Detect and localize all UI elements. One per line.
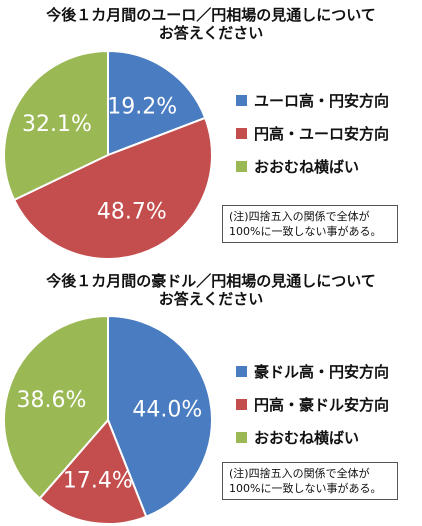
note-line-1: (注)四捨五入の関係で全体が [229, 210, 370, 223]
legend-label: ユーロ高・円安方向 [254, 91, 390, 110]
slice-value-label: 44.0% [132, 398, 202, 423]
aud-yen-rounding-note: (注)四捨五入の関係で全体が 100%に一致しない事がある。 [222, 462, 398, 500]
legend-label: 豪ドル高・円安方向 [254, 362, 390, 381]
euro-yen-chart-title: 今後１カ月間のユーロ／円相場の見通しについて お答えください [0, 6, 422, 42]
slice-value-label: 32.1% [22, 112, 92, 137]
euro-yen-title-line-1: 今後１カ月間のユーロ／円相場の見通しについて [46, 6, 376, 24]
legend-item-flat: おおむね横ばい [236, 426, 389, 448]
slice-euro-up [107, 49, 207, 157]
legend-swatch-blue [236, 365, 247, 377]
euro-yen-legend: ユーロ高・円安方向 円高・ユーロ安方向 おおむね横ばい [236, 89, 389, 188]
legend-swatch-red [236, 398, 247, 410]
legend-swatch-green [236, 431, 247, 443]
euro-yen-rounding-note: (注)四捨五入の関係で全体が 100%に一致しない事がある。 [222, 205, 398, 243]
note-line-1: (注)四捨五入の関係で全体が [229, 467, 370, 480]
aud-yen-title-line-2: お答えください [158, 290, 264, 308]
slice-flat [3, 49, 109, 202]
aud-yen-pie-chart: 44.0% 17.4% 38.6% [3, 314, 213, 525]
note-line-2: 100%に一致しない事がある。 [229, 225, 382, 238]
euro-yen-chart-panel: 今後１カ月間のユーロ／円相場の見通しについて お答えください 19.2% 48.7… [0, 0, 422, 262]
aud-yen-chart-panel: 今後１カ月間の豪ドル／円相場の見通しについて お答えください 44.0% 17.4… [0, 266, 422, 526]
legend-label: おおむね横ばい [254, 428, 360, 447]
slice-value-label: 48.7% [97, 199, 167, 224]
legend-item-yen-up: 円高・ユーロ安方向 [236, 122, 389, 144]
aud-yen-chart-title: 今後１カ月間の豪ドル／円相場の見通しについて お答えください [0, 272, 422, 308]
aud-yen-title-line-1: 今後１カ月間の豪ドル／円相場の見通しについて [46, 272, 376, 290]
slice-aud-up [107, 314, 213, 518]
slice-yen-up [38, 418, 148, 525]
euro-yen-title-line-2: お答えください [158, 24, 264, 42]
slice-value-label: 38.6% [17, 388, 87, 413]
legend-label: おおむね横ばい [254, 157, 360, 176]
slice-value-label: 19.2% [107, 94, 177, 119]
legend-item-yen-up: 円高・豪ドル安方向 [236, 393, 389, 415]
legend-item-aud-up: 豪ドル高・円安方向 [236, 360, 389, 382]
note-line-2: 100%に一致しない事がある。 [229, 482, 382, 495]
legend-item-euro-up: ユーロ高・円安方向 [236, 89, 389, 111]
aud-yen-legend: 豪ドル高・円安方向 円高・豪ドル安方向 おおむね横ばい [236, 360, 389, 459]
legend-swatch-blue [236, 94, 247, 106]
legend-swatch-green [236, 160, 247, 172]
legend-label: 円高・ユーロ安方向 [254, 124, 390, 143]
euro-yen-pie-chart: 19.2% 48.7% 32.1% [3, 49, 213, 260]
slice-value-label: 17.4% [63, 469, 133, 494]
legend-swatch-red [236, 127, 247, 139]
legend-label: 円高・豪ドル安方向 [254, 395, 390, 414]
legend-item-flat: おおむね横ばい [236, 155, 389, 177]
slice-flat [3, 314, 109, 500]
slice-yen-up [12, 116, 213, 260]
